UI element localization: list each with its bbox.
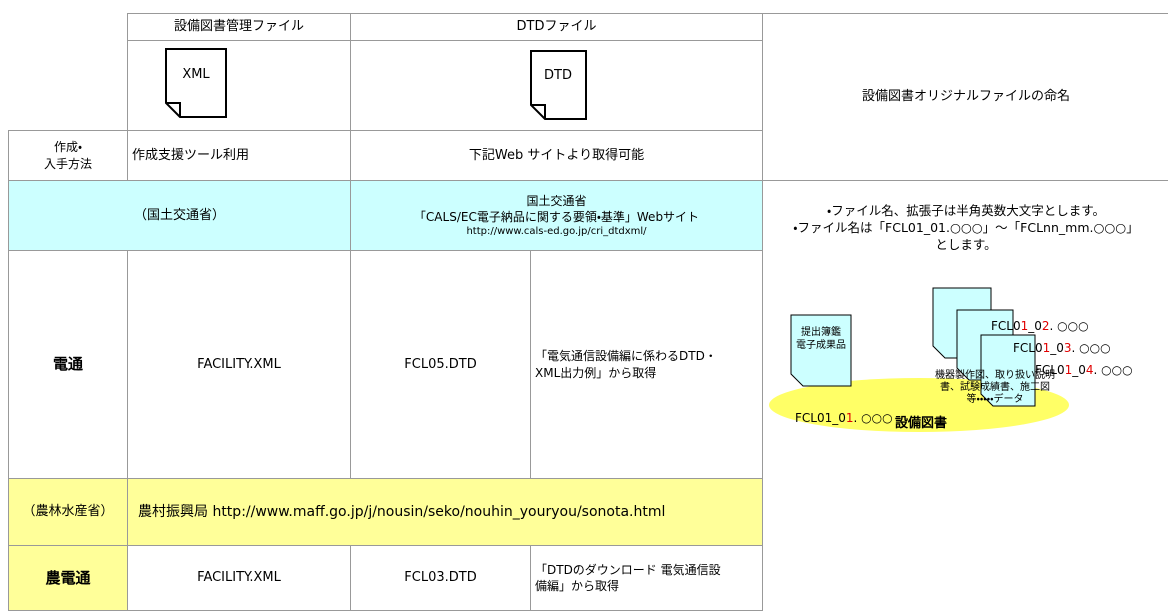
cell-text: FCL03.DTD: [404, 570, 477, 586]
file-label-part: . ○○○: [1050, 319, 1089, 333]
file-label-part: 1: [1043, 341, 1051, 355]
dtd-icon: DTD: [530, 50, 587, 120]
file-label-part: 2: [1042, 319, 1050, 333]
row-label: （国土交通省）: [8, 180, 351, 251]
doc-text: 等・・・・・データ: [967, 392, 1024, 405]
file-label-part: FCL0: [1013, 341, 1043, 355]
doc-text: 機器製作図、取り扱い説明: [935, 368, 1055, 381]
cell: 「DTDのダウンロード 電気通信設 備編」から取得: [530, 545, 763, 611]
doc-text: 書、試験成績書、施工図: [940, 380, 1050, 393]
diagram-caption: 設備図書: [895, 415, 947, 431]
cell: 「電気通信設備編に係わるDTD・ XML出力例」から取得: [530, 250, 763, 479]
file-label-part: 1: [1021, 319, 1029, 333]
file-label-part: . ○○○: [854, 411, 893, 425]
cell-text: 電通: [52, 355, 83, 374]
cell-text: FCL05.DTD: [404, 356, 477, 372]
cell-text: 下記Web サイトより取得可能: [468, 147, 645, 163]
cell: FCL03.DTD: [350, 545, 531, 611]
cell: 農村振興局 http://www.maff.go.jp/j/nousin/sek…: [127, 478, 763, 546]
cell-text: 農村振興局 http://www.maff.go.jp/j/nousin/sek…: [138, 503, 666, 520]
header-cell: DTDファイル: [350, 13, 763, 41]
file-label-part: FCL0: [991, 319, 1021, 333]
header-text: DTDファイル: [516, 19, 597, 35]
cell: FCL05.DTD: [350, 250, 531, 479]
header-text: 設備図書管理ファイル: [173, 19, 304, 35]
icon-cell: XML: [127, 40, 351, 131]
file-label: FCL01_01. ○○○: [795, 411, 893, 425]
url: http://www.cals-ed.go.jp/cri_dtdxml/: [466, 225, 647, 237]
cell: FACILITY.XML: [127, 545, 351, 611]
xml-icon: XML: [165, 48, 227, 118]
file-label-part: . ○○○: [1072, 341, 1111, 355]
file-label-part: FCL0: [1035, 363, 1065, 377]
label-line: 作成・: [53, 140, 83, 155]
header-cell: 設備図書管理ファイル: [127, 13, 351, 41]
file-label: FCL01_03. ○○○: [1013, 341, 1111, 355]
cell-text: 「CALS/EC電子納品に関する要領・基準」Webサイト: [413, 209, 700, 224]
cell-text: 「電気通信設備編に係わるDTD・: [535, 349, 717, 364]
icon-cell: DTD: [350, 40, 763, 131]
cell-text: 備編」から取得: [535, 579, 620, 593]
icon-label: DTD: [544, 68, 572, 83]
file-label-part: _0: [831, 411, 846, 425]
naming-title-cell: 設備図書オリジナルファイルの命名: [762, 13, 1168, 181]
row-label: 電通: [8, 250, 128, 479]
cell-text: FACILITY.XML: [197, 570, 281, 586]
cell: 下記Web サイトより取得可能: [350, 130, 763, 181]
file-label-part: 1: [1065, 363, 1073, 377]
cell: 作成支援ツール利用: [127, 130, 351, 181]
label-line: 入手方法: [43, 156, 92, 171]
file-label-part: _0: [1027, 319, 1042, 333]
cell-text: 「DTDのダウンロード 電気通信設: [535, 562, 721, 577]
file-label: FCL01_04. ○○○: [1035, 363, 1133, 377]
cell-text: （農林水産省）: [22, 504, 114, 520]
file-label-part: . ○○○: [1094, 363, 1133, 377]
row-label: （農林水産省）: [8, 478, 128, 546]
file-label-part: 4: [1086, 363, 1094, 377]
cell: 国土交通省 「CALS/EC電子納品に関する要領・基準」Webサイト http://…: [350, 180, 763, 251]
row-label: 農電通: [8, 545, 128, 611]
file-label-part: _0: [1049, 341, 1064, 355]
file-label-part: 1: [846, 411, 854, 425]
note: とします。: [935, 237, 997, 252]
cell-text: 作成支援ツール利用: [132, 147, 250, 163]
file-label-part: 1: [825, 411, 833, 425]
file-label: FCL01_02. ○○○: [991, 319, 1089, 333]
file-label-part: FCL0: [795, 411, 825, 425]
cell-text: 農電通: [45, 568, 91, 587]
doc-text: 電子成果品: [796, 339, 846, 351]
row-label: 作成・ 入手方法: [8, 130, 128, 181]
cell-text: XML出力例」から取得: [535, 365, 657, 380]
cell-text: （国土交通省）: [133, 207, 225, 223]
doc-text: 提出簿鑑: [801, 325, 841, 338]
file-label-part: _0: [1071, 363, 1086, 377]
cell: FACILITY.XML: [127, 250, 351, 479]
naming-title: 設備図書オリジナルファイルの命名: [861, 89, 1070, 105]
note: ・ファイル名、拡張子は半角英数大文字とします。: [826, 203, 1105, 218]
cell-text: FACILITY.XML: [197, 356, 281, 372]
naming-area: ・ファイル名、拡張子は半角英数大文字とします。・ファイル名は「FCL01_01.…: [762, 180, 1168, 611]
cell-text: 国土交通省: [526, 193, 587, 208]
naming-notes: ・ファイル名、拡張子は半角英数大文字とします。・ファイル名は「FCL01_01.…: [763, 202, 1168, 253]
file-label-part: 3: [1064, 341, 1072, 355]
note: ・ファイル名は「FCL01_01.○○○」～「FCLnn_mm.○○○」: [793, 220, 1139, 235]
icon-label: XML: [182, 67, 210, 82]
